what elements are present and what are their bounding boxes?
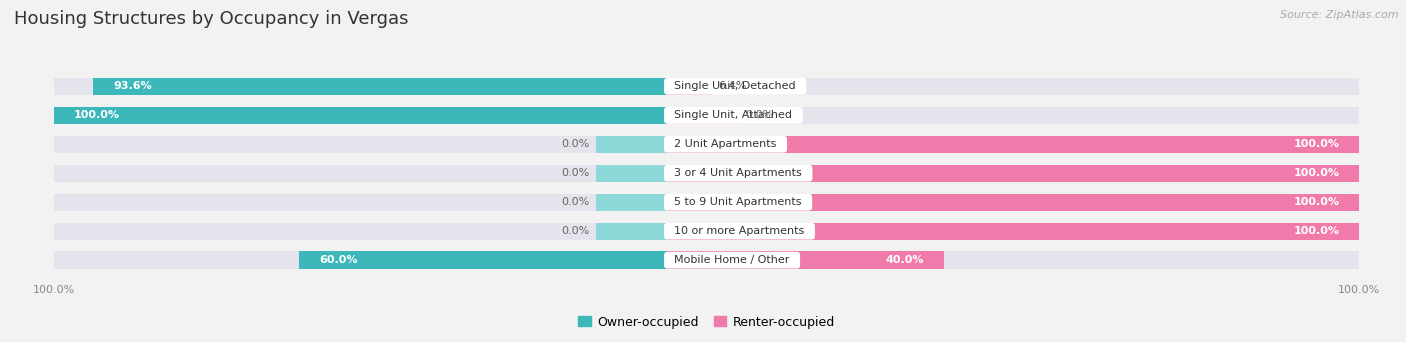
Legend: Owner-occupied, Renter-occupied: Owner-occupied, Renter-occupied [574,311,839,333]
Text: 5 to 9 Unit Apartments: 5 to 9 Unit Apartments [668,197,808,207]
Text: Housing Structures by Occupancy in Vergas: Housing Structures by Occupancy in Verga… [14,10,409,28]
Bar [55,194,1358,211]
Bar [55,107,668,124]
Bar [55,223,1358,240]
Text: 3 or 4 Unit Apartments: 3 or 4 Unit Apartments [668,168,808,178]
Text: 60.0%: 60.0% [319,255,357,265]
Text: 93.6%: 93.6% [112,81,152,91]
Bar [596,136,668,153]
Bar [596,165,668,182]
Text: 100.0%: 100.0% [1294,168,1340,178]
Text: 0.0%: 0.0% [745,110,773,120]
Text: Single Unit, Detached: Single Unit, Detached [668,81,803,91]
Text: 0.0%: 0.0% [561,197,589,207]
Text: Single Unit, Attached: Single Unit, Attached [668,110,800,120]
Bar [55,136,1358,153]
Text: Mobile Home / Other: Mobile Home / Other [668,255,797,265]
Bar [668,165,1358,182]
Bar [668,223,1358,240]
Text: 100.0%: 100.0% [73,110,120,120]
Bar [668,78,711,95]
Text: 6.4%: 6.4% [718,81,747,91]
Bar [596,194,668,211]
Bar [55,251,1358,269]
Bar [668,194,1358,211]
Bar [668,136,1358,153]
Text: 100.0%: 100.0% [1294,139,1340,149]
Text: 10 or more Apartments: 10 or more Apartments [668,226,811,236]
Bar [55,78,1358,95]
Bar [668,251,943,269]
Text: 0.0%: 0.0% [561,226,589,236]
Text: 0.0%: 0.0% [561,139,589,149]
Text: 0.0%: 0.0% [561,168,589,178]
Bar [299,251,668,269]
Bar [596,223,668,240]
Bar [93,78,668,95]
Text: 100.0%: 100.0% [1294,226,1340,236]
Text: 2 Unit Apartments: 2 Unit Apartments [668,139,783,149]
Bar [55,165,1358,182]
Text: 100.0%: 100.0% [1294,197,1340,207]
Bar [668,107,740,124]
Bar [55,107,1358,124]
Text: Source: ZipAtlas.com: Source: ZipAtlas.com [1281,10,1399,20]
Text: 40.0%: 40.0% [886,255,924,265]
